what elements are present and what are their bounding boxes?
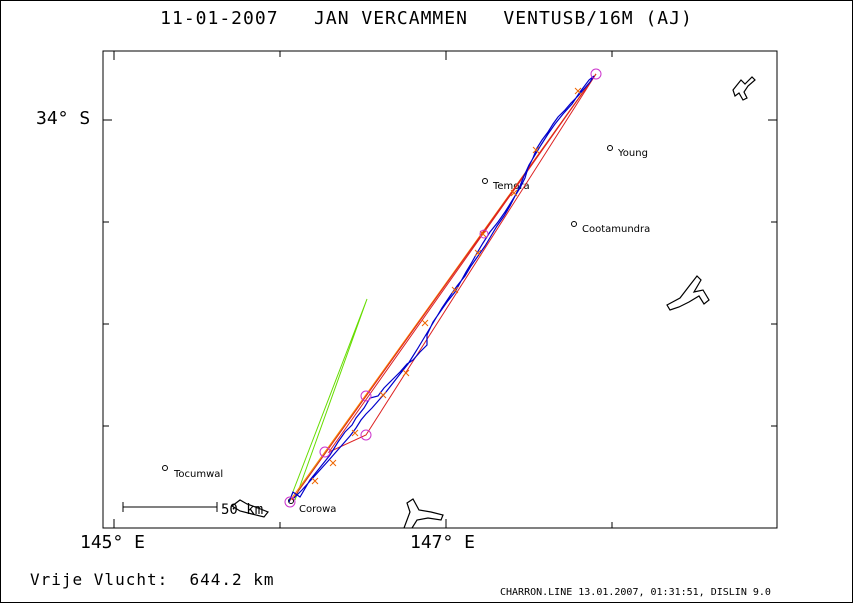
lake-outline-s — [403, 498, 444, 529]
task-lines — [288, 73, 597, 503]
town-marker — [607, 145, 613, 151]
longitude-label-left: 145° E — [80, 532, 146, 553]
turnpoint-circle — [319, 446, 331, 458]
town-label: Corowa — [299, 504, 336, 515]
town-marker — [482, 178, 488, 184]
town-label: Tocumwal — [173, 469, 223, 480]
town-tocumwal: Tocumwal — [162, 465, 223, 480]
distance-value: 644.2 km — [189, 570, 275, 589]
flight-track — [288, 75, 595, 503]
town-marker — [162, 465, 168, 471]
latitude-label: 34° S — [36, 108, 91, 129]
scale-bar — [122, 502, 218, 512]
longitude-label-right: 147° E — [410, 532, 476, 553]
scale-bar-label: 50 km — [221, 502, 263, 518]
town-cootamundra: Cootamundra — [571, 221, 650, 235]
axis-ticks — [103, 51, 777, 528]
turnpoint-circle — [360, 429, 372, 441]
task-leg-red — [291, 73, 597, 501]
town-temora: Temora — [482, 178, 530, 192]
turnpoint-circle — [479, 229, 489, 239]
lake-outline-corowa — [230, 499, 269, 518]
lake-outline-e — [666, 275, 710, 311]
town-label: Temora — [492, 181, 530, 192]
footer-credit: CHARRON.LINE 13.01.2007, 01:31:51, DISLI… — [500, 587, 771, 598]
map-border — [102, 50, 778, 529]
town-label: Young — [617, 148, 648, 159]
distance-readout: Vrije Vlucht: 644.2 km — [30, 570, 275, 589]
page-title: 11-01-2007 JAN VERCAMMEN VENTUSB/16M (AJ… — [160, 8, 693, 29]
town-label: Cootamundra — [582, 224, 650, 235]
turnpoint-circle — [590, 68, 602, 80]
town-corowa: Corowa — [288, 498, 336, 515]
turnpoint-circle — [360, 390, 372, 402]
turnpoint-circle — [284, 496, 296, 508]
task-leg-green — [288, 298, 368, 503]
town-marker — [571, 221, 577, 227]
distance-label: Vrije Vlucht: — [30, 570, 169, 589]
lake-outline-ne — [732, 76, 756, 101]
fix-markers — [311, 87, 582, 485]
town-young: Young — [607, 145, 648, 159]
turnpoint-markers — [284, 68, 602, 508]
